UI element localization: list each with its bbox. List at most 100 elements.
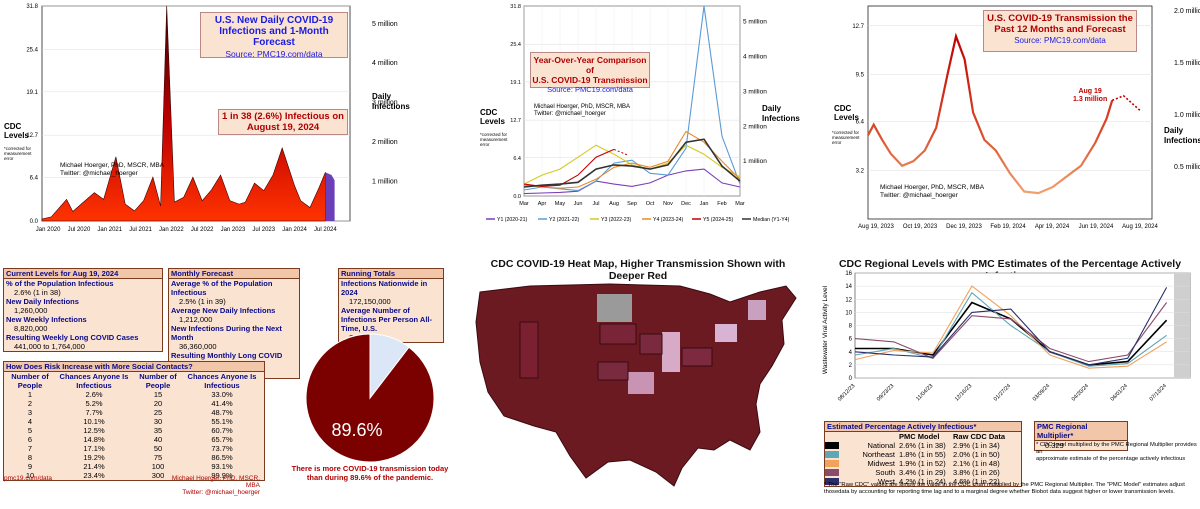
y-tick: 25.4 bbox=[26, 47, 38, 53]
y-tick: 0 bbox=[849, 376, 853, 382]
risk-cell: 75 bbox=[153, 453, 163, 462]
multiplier-value: 0.329 bbox=[1045, 441, 1064, 450]
current-label-3: Resulting Weekly Long COVID Cases bbox=[6, 333, 139, 342]
risk-cell: 12.5% bbox=[83, 426, 105, 435]
estimated-note-line-2: thosedata by accounting for reporting ti… bbox=[824, 489, 1175, 495]
y-tick: 14 bbox=[845, 284, 852, 290]
risk-col-people: Number of People bbox=[11, 372, 49, 390]
x-tick: 08/12/23 bbox=[837, 383, 856, 402]
x-tick: Jul 2024 bbox=[314, 227, 337, 233]
cdc-label: CDC bbox=[480, 108, 498, 117]
x-tick: Jul 2021 bbox=[129, 227, 152, 233]
risk-cell: 19.2% bbox=[83, 453, 105, 462]
risk-cell: 8 bbox=[27, 453, 33, 462]
right-tick: 1.5 million bbox=[1174, 60, 1200, 67]
forecast-value-1: 1,212,000 bbox=[179, 315, 213, 324]
region-swatch bbox=[825, 469, 839, 476]
pie-caption-line-2: than during 89.6% of the pandemic. bbox=[306, 473, 434, 482]
risk-col-people-2: Number of People bbox=[139, 372, 177, 390]
region-model: 2.6% (1 in 38) bbox=[899, 441, 946, 450]
x-tick: Jul 2022 bbox=[191, 227, 214, 233]
risk-cell: 20 bbox=[153, 399, 163, 408]
y-tick: 19.1 bbox=[510, 80, 521, 86]
x-tick: Jan 2024 bbox=[282, 227, 307, 233]
pie-caption-line-1: There is more COVID-19 transmission toda… bbox=[291, 464, 449, 473]
x-tick: 09/23/23 bbox=[876, 383, 895, 402]
region-swatch bbox=[825, 451, 839, 458]
y-tick: 0.0 bbox=[513, 194, 521, 200]
current-value-3: 441,000 to 1,764,000 bbox=[14, 342, 85, 351]
y-tick: 6 bbox=[849, 337, 853, 343]
state-light-4 bbox=[748, 300, 766, 320]
region-model: 1.9% (1 in 52) bbox=[899, 459, 946, 468]
risk-cell: 30 bbox=[153, 417, 163, 426]
forecast-label-0: Average % of the Population Infectious bbox=[171, 279, 273, 297]
panel-past-12-months: 12.7 9.5 6.4 3.2 2.0 million 1.5 million 1.0 m… bbox=[820, 0, 1200, 240]
year-over-year-chart: 31.8 25.4 19.1 12.7 6.4 0.0 5 million 4 million… bbox=[486, 4, 790, 223]
x-tick: Jan bbox=[700, 201, 709, 207]
legend-item: Y2 (2021-22) bbox=[549, 217, 580, 223]
footer-right: Michael Hoerger, PhD, MSCR, MBA Twitter:… bbox=[160, 475, 260, 496]
callout-box: 1 in 38 (2.6%) Infectious on August 19, … bbox=[218, 109, 348, 135]
estimated-note: * The "Raw CDC" values are simply the va… bbox=[824, 482, 1196, 496]
x-tick: 03/09/24 bbox=[1032, 383, 1051, 402]
totals-label-1: Average Number of Infections Per Person … bbox=[341, 306, 432, 333]
series-line-5 bbox=[523, 138, 741, 188]
y-tick: 6.4 bbox=[856, 120, 865, 126]
totals-value-0: 172,150,000 bbox=[349, 297, 391, 306]
region-line-4 bbox=[854, 287, 1168, 366]
callout-line-2: August 19, 2024 bbox=[246, 122, 320, 133]
y-tick: 9.5 bbox=[856, 72, 865, 78]
title-line-1: U.S. New Daily COVID-19 bbox=[214, 15, 334, 26]
series-line-2 bbox=[523, 144, 741, 185]
region-raw: 2.1% (1 in 48) bbox=[953, 459, 1000, 468]
author-line-1: Michael Hoerger, PhD, MSCR, MBA bbox=[880, 184, 985, 191]
risk-cell: 15 bbox=[153, 390, 163, 399]
x-tick: Aug bbox=[609, 201, 619, 207]
correction-note: *corrected for measurement error bbox=[480, 132, 508, 147]
risk-cell: 21.4% bbox=[83, 462, 105, 471]
estimated-header: Estimated Percentage Actively Infectious… bbox=[825, 422, 1021, 432]
annotation-value: 1.3 million bbox=[1073, 96, 1108, 103]
cdc-label: CDC bbox=[4, 122, 22, 131]
legend-item: Y4 (2023-24) bbox=[653, 217, 684, 223]
right-tick: 4 million bbox=[372, 60, 398, 67]
x-tick: 06/01/24 bbox=[1110, 383, 1129, 402]
footer-right-line-2: Twitter: @michael_hoerger bbox=[182, 489, 260, 496]
risk-cell: 99.9% bbox=[211, 471, 233, 480]
est-blank-2 bbox=[839, 432, 897, 441]
state-light-2 bbox=[628, 372, 654, 394]
x-tick: Oct bbox=[646, 201, 655, 207]
source-text: Source: PMC19.com/data bbox=[547, 85, 633, 94]
transmission-line bbox=[867, 32, 1114, 195]
y-tick: 4 bbox=[849, 350, 853, 356]
right-axis-title: Daily Infections bbox=[1164, 126, 1200, 146]
levels-label: Levels bbox=[834, 113, 859, 122]
right-tick: 0.5 million bbox=[1174, 164, 1200, 171]
x-tick: Jun 19, 2024 bbox=[1079, 224, 1114, 230]
region-raw: 4.6% (1 in 22) bbox=[953, 477, 1000, 486]
risk-cell: 2 bbox=[27, 399, 33, 408]
title-line-2: Past 12 Months and Forecast bbox=[994, 24, 1126, 35]
forecast-area bbox=[325, 172, 335, 221]
right-tick: 2 million bbox=[372, 139, 398, 146]
y-tick: 12.7 bbox=[510, 118, 521, 124]
forecast-value-2: 36,360,000 bbox=[179, 342, 217, 351]
risk-cell: 4 bbox=[27, 417, 33, 426]
region-swatch bbox=[825, 478, 839, 485]
estimated-grid: PMC Model Raw CDC Data National 2.6% (1 i… bbox=[825, 432, 1021, 486]
risk-header: How Does Risk Increase with More Social … bbox=[4, 362, 264, 372]
legend-item: Y5 (2024-25) bbox=[703, 217, 734, 223]
multiplier-note: * CDC level multiplied by the PMC Region… bbox=[1036, 442, 1198, 463]
risk-grid: Number of People Chances Anyone Is Infec… bbox=[4, 372, 264, 480]
source-text: Source: PMC19.com/data bbox=[1014, 36, 1106, 45]
region-name: Northeast bbox=[862, 450, 895, 459]
y-tick: 16 bbox=[845, 271, 852, 277]
risk-cell: 73.7% bbox=[211, 444, 233, 453]
y-tick: 0.0 bbox=[30, 219, 39, 225]
map-title: CDC COVID-19 Heat Map, Higher Transmissi… bbox=[490, 258, 786, 282]
forecast-line bbox=[1111, 94, 1142, 112]
current-value-1: 1,260,000 bbox=[14, 306, 48, 315]
state-ky bbox=[681, 347, 713, 367]
x-tick: Jan 2022 bbox=[159, 227, 184, 233]
